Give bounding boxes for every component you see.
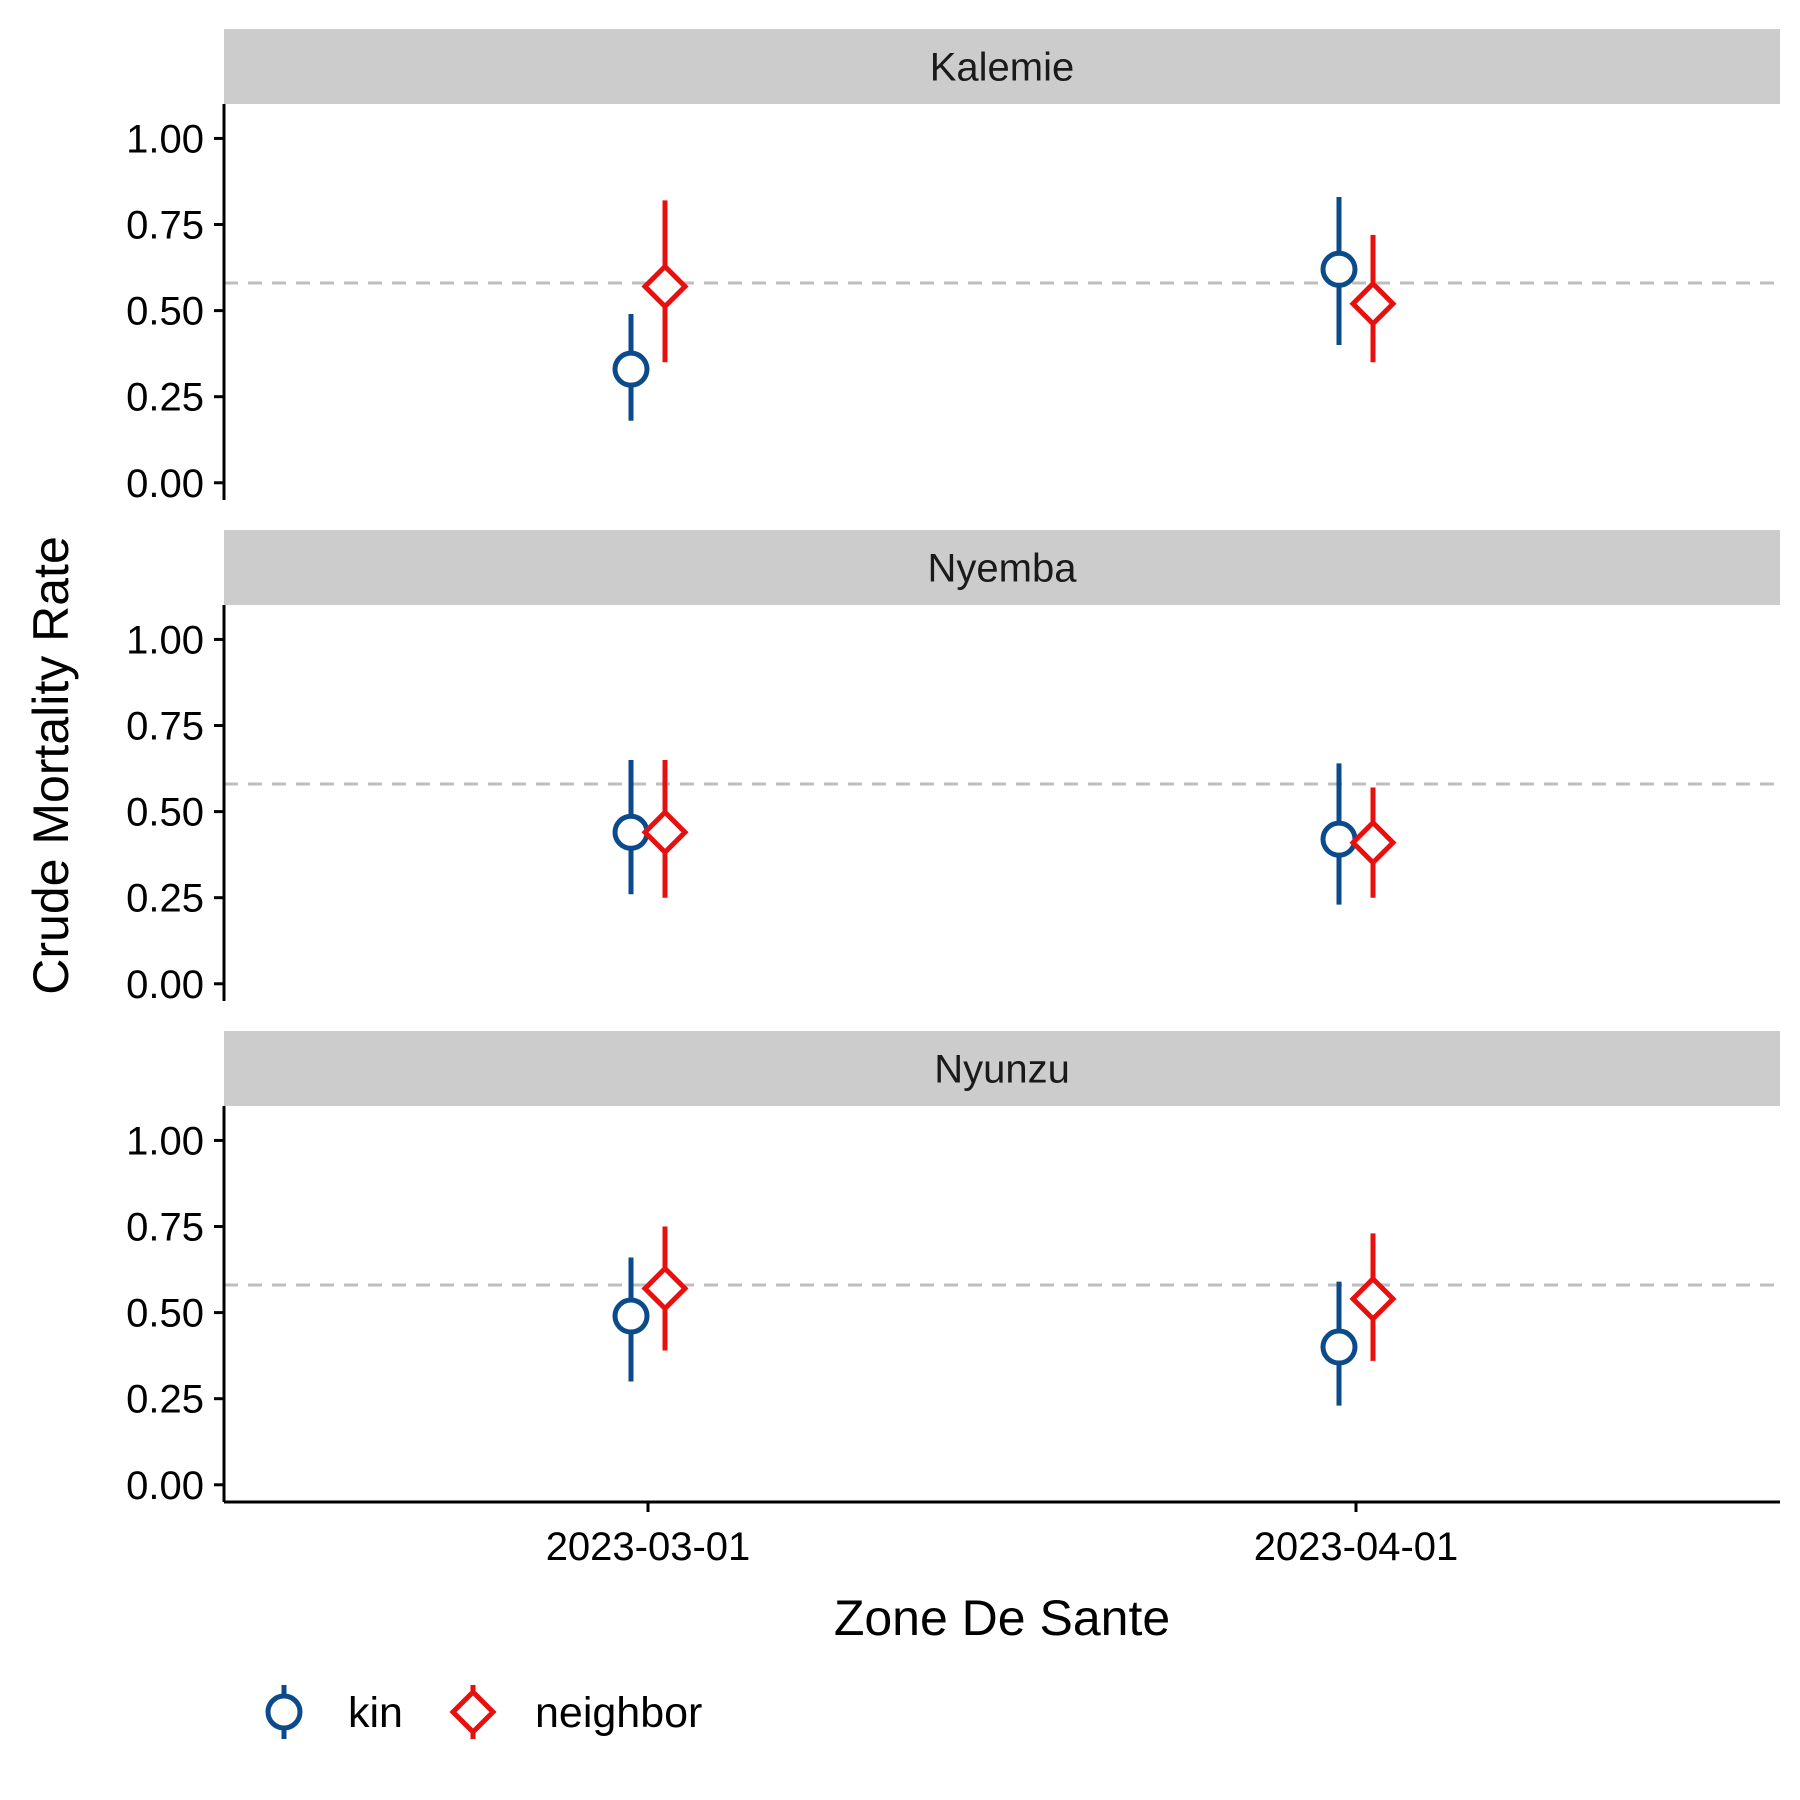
y-tick-label: 0.75 [126, 204, 204, 248]
y-tick-label: 0.25 [126, 1378, 204, 1422]
facet-panel: Kalemie 0.00 0.25 0.50 0.75 1.00 [126, 29, 1780, 506]
point-kin [612, 314, 650, 421]
legend: kin neighbor [265, 1685, 702, 1739]
legend-label: neighbor [535, 1689, 702, 1737]
y-tick-label: 0.25 [126, 376, 204, 420]
diamond-marker [1349, 819, 1397, 867]
point-kin [1320, 1281, 1358, 1406]
facet-panels: Kalemie 0.00 0.25 0.50 0.75 1.00 Nyemba 0.00 0.2… [126, 29, 1780, 1508]
legend-item-kin: kin [265, 1685, 403, 1739]
legend-circle-key [265, 1693, 303, 1731]
diamond-marker [641, 262, 689, 311]
y-tick-label: 0.50 [126, 290, 204, 334]
x-axis: 2023-03-01 2023-04-01 [224, 1500, 1780, 1569]
point-kin [612, 759, 650, 895]
x-axis-title: Zone De Sante [834, 1590, 1170, 1646]
legend-label: kin [348, 1689, 403, 1737]
y-tick-label: 1.00 [126, 117, 204, 161]
point-neighbor [641, 1226, 689, 1351]
y-axis-title: Crude Mortality Rate [23, 536, 79, 995]
y-tick-label: 0.00 [126, 1464, 204, 1508]
facet-strip [224, 29, 1780, 104]
y-tick-label: 0.00 [126, 462, 204, 506]
y-tick-label: 0.75 [126, 705, 204, 749]
point-neighbor [1349, 234, 1397, 363]
x-tick-label: 2023-03-01 [546, 1525, 751, 1569]
circle-marker [612, 1297, 650, 1335]
facet-strip-label: Nyunzu [934, 1048, 1070, 1092]
point-kin [1320, 196, 1358, 346]
point-neighbor [1349, 1233, 1397, 1361]
facet-strip-label: Nyemba [928, 547, 1078, 591]
facet-strip-label: Kalemie [930, 46, 1075, 90]
facet-strip [224, 530, 1780, 605]
point-neighbor [1349, 787, 1397, 898]
diamond-marker [1349, 1275, 1397, 1323]
legend-item-neighbor: neighbor [449, 1685, 702, 1739]
y-tick-label: 0.75 [126, 1206, 204, 1250]
point-neighbor [641, 759, 689, 898]
legend-diamond-key [449, 1688, 497, 1736]
y-tick-label: 1.00 [126, 618, 204, 662]
point-kin [1320, 763, 1358, 905]
circle-marker [1320, 1328, 1358, 1366]
diamond-marker [641, 1264, 689, 1313]
facet-panel: Nyunzu 0.00 0.25 0.50 0.75 1.00 [126, 1031, 1780, 1508]
y-tick-label: 0.00 [126, 963, 204, 1007]
facet-strip [224, 1031, 1780, 1106]
x-tick-label: 2023-04-01 [1254, 1525, 1459, 1569]
circle-marker [1320, 820, 1358, 858]
y-tick-label: 0.50 [126, 791, 204, 835]
facet-panel: Nyemba 0.00 0.25 0.50 0.75 1.00 [126, 530, 1780, 1007]
y-tick-label: 1.00 [126, 1119, 204, 1163]
y-tick-label: 0.50 [126, 1292, 204, 1336]
diamond-marker [1349, 280, 1397, 328]
point-kin [612, 1257, 650, 1382]
circle-marker [612, 350, 650, 388]
point-neighbor [641, 200, 689, 363]
y-tick-label: 0.25 [126, 877, 204, 921]
circle-marker [1320, 250, 1358, 288]
diamond-marker [641, 808, 689, 856]
